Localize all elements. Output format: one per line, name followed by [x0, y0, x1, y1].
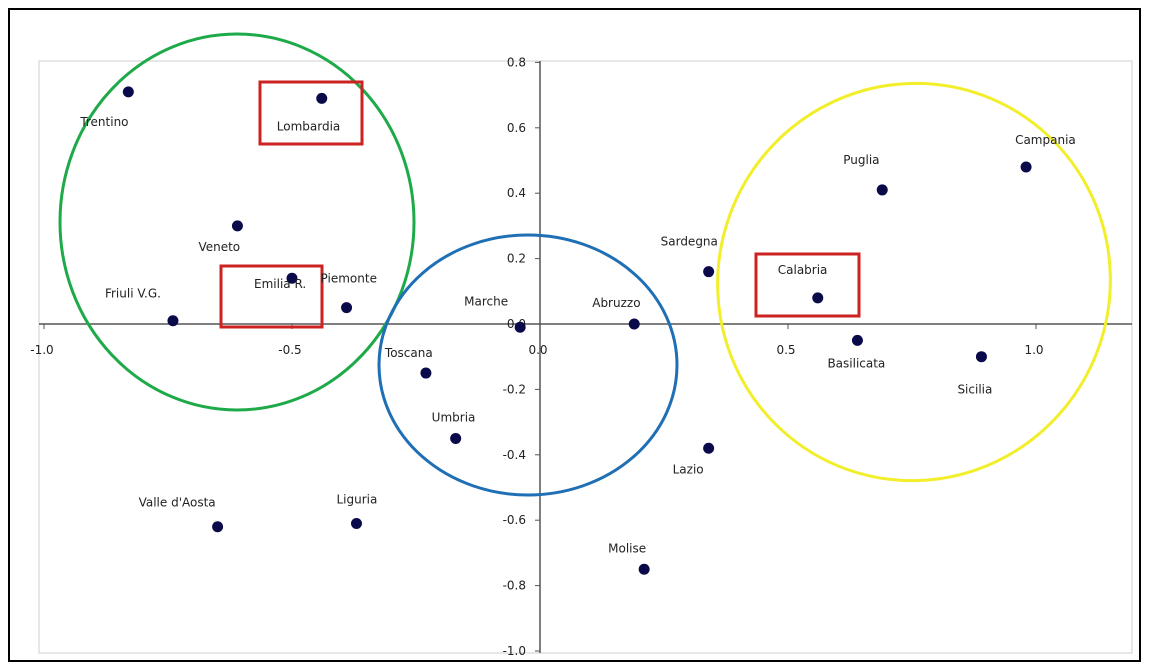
data-point	[420, 367, 432, 379]
point-label: Veneto	[198, 240, 240, 254]
y-tick-label: -0.2	[503, 382, 526, 396]
data-point	[122, 86, 134, 98]
data-point	[876, 184, 888, 196]
point-label: Piemonte	[321, 272, 377, 286]
data-point	[975, 351, 987, 363]
data-point	[514, 321, 526, 333]
data-point	[350, 517, 362, 529]
point-label: Puglia	[843, 153, 879, 167]
point-label: Toscana	[384, 346, 433, 360]
data-point	[450, 432, 462, 444]
point-label: Friuli V.G.	[105, 287, 161, 301]
x-tick-label: -1.0	[30, 343, 53, 357]
y-tick-label: 0.2	[507, 252, 526, 266]
point-label: Trentino	[79, 115, 128, 129]
point-label: Campania	[1015, 133, 1076, 147]
data-point	[231, 220, 243, 232]
cluster-ellipse	[58, 32, 416, 412]
point-label: Lazio	[673, 462, 704, 476]
data-point	[341, 302, 353, 314]
x-tick-label: 1.0	[1024, 343, 1043, 357]
point-label: Emilia R.	[254, 277, 306, 291]
y-tick-label: -0.4	[503, 448, 526, 462]
y-tick-label: -1.0	[503, 644, 526, 658]
y-tick-label: -0.6	[503, 513, 526, 527]
data-point	[703, 266, 715, 278]
highlight-box	[219, 264, 324, 329]
data-point	[316, 92, 328, 104]
plot-area-border	[38, 60, 1133, 654]
point-label: Lombardia	[277, 119, 341, 133]
x-tick-label: 0.5	[776, 343, 795, 357]
point-label: Valle d'Aosta	[139, 496, 216, 510]
y-tick-label: 0.4	[507, 186, 526, 200]
point-label: Basilicata	[827, 356, 885, 370]
point-label: Calabria	[778, 263, 828, 277]
data-point	[286, 272, 298, 284]
cluster-ellipse	[377, 233, 679, 497]
data-point	[1020, 161, 1032, 173]
data-point	[167, 315, 179, 327]
x-tick-label: 0.0	[528, 343, 547, 357]
point-label: Liguria	[336, 492, 377, 506]
point-label: Umbria	[432, 410, 476, 424]
axes-group: -1.0-0.50.00.51.00.80.60.40.20.0-0.2-0.4…	[30, 55, 1132, 658]
y-tick-label: 0.6	[507, 121, 526, 135]
cluster-ellipse	[716, 81, 1112, 483]
point-label: Abruzzo	[592, 296, 640, 310]
point-label: Sardegna	[661, 235, 718, 249]
data-point	[212, 521, 224, 533]
highlight-box	[754, 252, 861, 318]
y-tick-label: -0.8	[503, 579, 526, 593]
data-point	[851, 334, 863, 346]
point-label: Marche	[464, 294, 508, 308]
highlight-box	[258, 80, 364, 146]
x-tick-label: -0.5	[278, 343, 301, 357]
cluster-ellipses	[58, 32, 1112, 497]
highlight-boxes	[219, 80, 861, 329]
data-point	[812, 292, 824, 304]
point-label: Sicilia	[957, 383, 992, 397]
data-point	[628, 318, 640, 330]
data-points: Trentino Lombardia Veneto Emilia R. Piemonte…	[79, 86, 1076, 575]
data-point	[638, 563, 650, 575]
data-point	[703, 442, 715, 454]
y-tick-label: 0.8	[507, 55, 526, 69]
point-label: Molise	[608, 541, 646, 555]
outer-border	[8, 8, 1141, 662]
